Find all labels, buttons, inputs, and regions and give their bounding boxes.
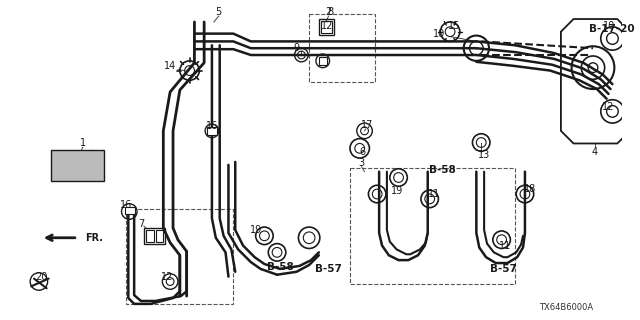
Text: 19: 19 (390, 186, 403, 196)
Text: 16: 16 (206, 121, 218, 131)
Bar (156, 230, 163, 242)
Text: 19: 19 (250, 225, 262, 235)
Text: B-58: B-58 (267, 262, 293, 272)
Text: B-58: B-58 (429, 165, 456, 175)
Text: 12: 12 (602, 101, 615, 112)
Bar (146, 230, 154, 242)
Text: 16: 16 (120, 200, 132, 210)
Text: B-57: B-57 (490, 264, 517, 274)
Text: TX64B6000A: TX64B6000A (539, 303, 593, 312)
Text: 10: 10 (604, 21, 616, 31)
Text: 4: 4 (592, 147, 598, 157)
Text: 3: 3 (358, 158, 365, 168)
Bar (350, 168, 515, 284)
Text: 2: 2 (326, 7, 332, 17)
Bar (51, 150, 104, 181)
Text: B-17-20: B-17-20 (589, 24, 635, 34)
Text: FR.: FR. (86, 233, 104, 243)
Bar (144, 228, 165, 244)
Bar (319, 57, 326, 65)
Bar (321, 21, 332, 33)
Text: 12: 12 (161, 272, 173, 282)
Text: 7: 7 (138, 219, 144, 229)
Bar (309, 14, 375, 82)
Text: 1: 1 (79, 139, 86, 148)
Text: 10: 10 (433, 28, 445, 39)
Text: 11: 11 (499, 241, 511, 251)
Text: 18: 18 (524, 184, 536, 194)
Text: 8: 8 (328, 7, 333, 17)
Bar (126, 209, 234, 304)
Text: 17: 17 (361, 120, 374, 130)
Text: 6: 6 (360, 147, 365, 157)
Bar (319, 19, 335, 35)
Bar (207, 127, 217, 135)
Text: 20: 20 (36, 272, 48, 282)
Text: 15: 15 (448, 21, 460, 31)
Text: 12: 12 (321, 21, 334, 31)
Text: 9: 9 (293, 43, 300, 53)
Text: 13: 13 (478, 150, 490, 160)
Bar (125, 207, 135, 214)
Text: 5: 5 (216, 7, 222, 17)
Text: 14: 14 (164, 61, 176, 71)
Text: 11: 11 (428, 189, 441, 199)
Text: B-57: B-57 (315, 264, 342, 274)
